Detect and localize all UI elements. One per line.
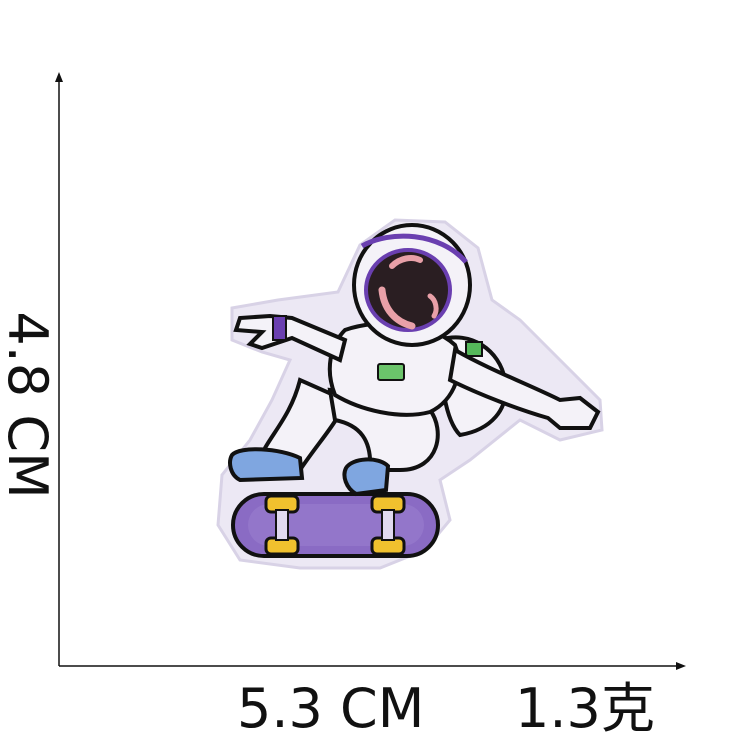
arm-flag	[465, 341, 483, 357]
right-arm	[447, 346, 601, 430]
vertical-axis-arrow	[55, 72, 63, 82]
visor-reflection-side	[427, 293, 439, 319]
helmet-ring	[360, 233, 468, 264]
left-cuff	[272, 315, 287, 341]
skateboard-deck-inner	[248, 504, 424, 546]
visor-reflection-top	[389, 255, 423, 269]
width-label: 5.3 CM	[237, 677, 425, 740]
height-label: 4.8 CM	[0, 311, 59, 499]
weight-label: 1.3克	[515, 677, 655, 740]
left-shoe	[228, 447, 305, 483]
right-shoe	[342, 457, 391, 497]
horizontal-axis-arrow	[676, 662, 686, 670]
truck-front	[275, 509, 289, 541]
chest-badge	[377, 363, 405, 381]
visor-reflection	[378, 286, 416, 330]
truck-back	[381, 509, 395, 541]
